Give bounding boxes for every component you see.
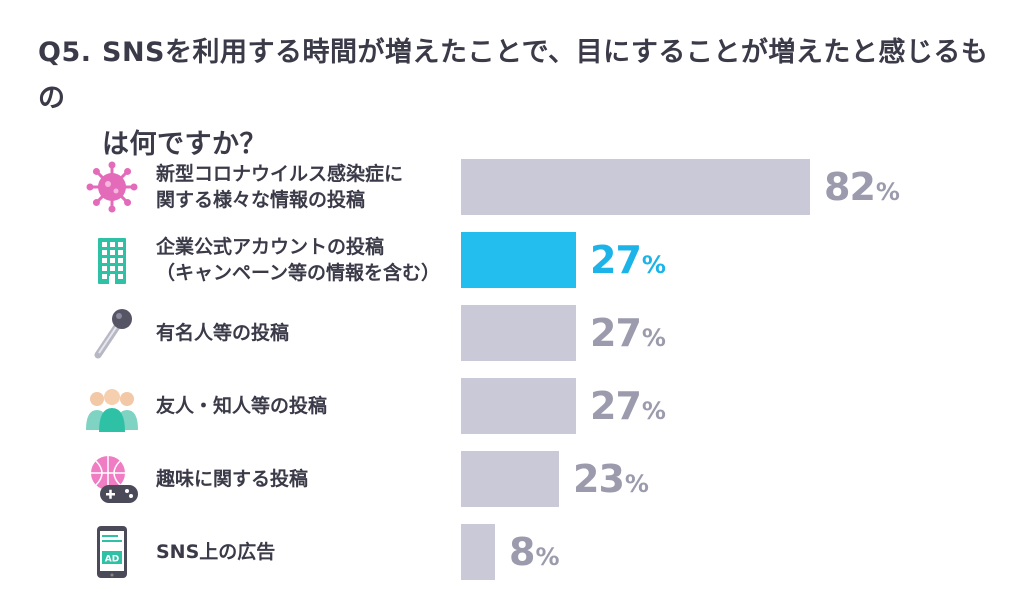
value-unit: % — [641, 397, 666, 425]
chart-row: 友人・知人等の投稿 27% — [0, 376, 1024, 436]
bar — [461, 524, 495, 580]
value-unit: % — [641, 251, 666, 279]
value-label: 27% — [590, 305, 666, 366]
category-label-line: 企業公式アカウントの投稿 — [156, 236, 385, 258]
value-unit: % — [535, 543, 559, 571]
value-label: 27% — [590, 232, 666, 293]
question-text-line2: は何ですか？ — [102, 129, 267, 160]
category-label: 趣味に関する投稿 — [156, 449, 456, 509]
category-label-line: 友人・知人等の投稿 — [156, 395, 328, 417]
category-label-line: 関する様々な情報の投稿 — [156, 189, 366, 211]
value-label: 23% — [573, 451, 649, 512]
category-label-line: SNS上の広告 — [156, 541, 276, 563]
category-label-line: 趣味に関する投稿 — [156, 468, 309, 490]
basketball-gamepad-icon — [84, 451, 140, 507]
chart-row: AD SNS上の広告 8% — [0, 522, 1024, 582]
value-unit: % — [875, 178, 900, 206]
value-unit: % — [624, 470, 649, 498]
bar — [461, 159, 810, 215]
chart-row: 新型コロナウイルス感染症に 関する様々な情報の投稿 82% — [0, 157, 1024, 217]
value-number: 27 — [590, 238, 642, 282]
value-number: 82 — [824, 165, 876, 209]
category-label: 有名人等の投稿 — [156, 303, 456, 363]
ad-icon-text: AD — [105, 555, 119, 565]
value-label: 27% — [590, 378, 666, 439]
question-number: Q5. — [38, 37, 92, 68]
category-label-line: 新型コロナウイルス感染症に — [156, 163, 404, 185]
chart-row: 企業公式アカウントの投稿 （キャンペーン等の情報を含む） 27% — [0, 230, 1024, 290]
category-label: 友人・知人等の投稿 — [156, 376, 456, 436]
people-icon — [84, 378, 140, 434]
bar — [461, 305, 576, 361]
category-label: SNS上の広告 — [156, 522, 456, 582]
value-number: 27 — [590, 311, 642, 355]
question-title: Q5. SNSを利用する時間が増えたことで、目にすることが増えたと感じるもの は何… — [38, 30, 998, 168]
category-label-line: 有名人等の投稿 — [156, 322, 290, 344]
bar — [461, 232, 576, 288]
microphone-icon — [84, 305, 140, 361]
value-number: 23 — [573, 457, 625, 501]
virus-icon — [84, 159, 140, 215]
category-label: 企業公式アカウントの投稿 （キャンペーン等の情報を含む） — [156, 230, 456, 290]
chart-row: 趣味に関する投稿 23% — [0, 449, 1024, 509]
question-text-line1: SNSを利用する時間が増えたことで、目にすることが増えたと感じるもの — [38, 37, 989, 114]
value-number: 27 — [590, 384, 642, 428]
value-number: 8 — [509, 530, 535, 574]
smartphone-ad-icon: AD — [84, 524, 140, 580]
value-unit: % — [641, 324, 666, 352]
category-label-line: （キャンペーン等の情報を含む） — [156, 262, 441, 284]
value-label: 8% — [509, 524, 560, 585]
chart-row: 有名人等の投稿 27% — [0, 303, 1024, 363]
building-icon — [84, 232, 140, 288]
value-label: 82% — [824, 159, 900, 220]
bar — [461, 378, 576, 434]
category-label: 新型コロナウイルス感染症に 関する様々な情報の投稿 — [156, 157, 456, 217]
bar — [461, 451, 559, 507]
